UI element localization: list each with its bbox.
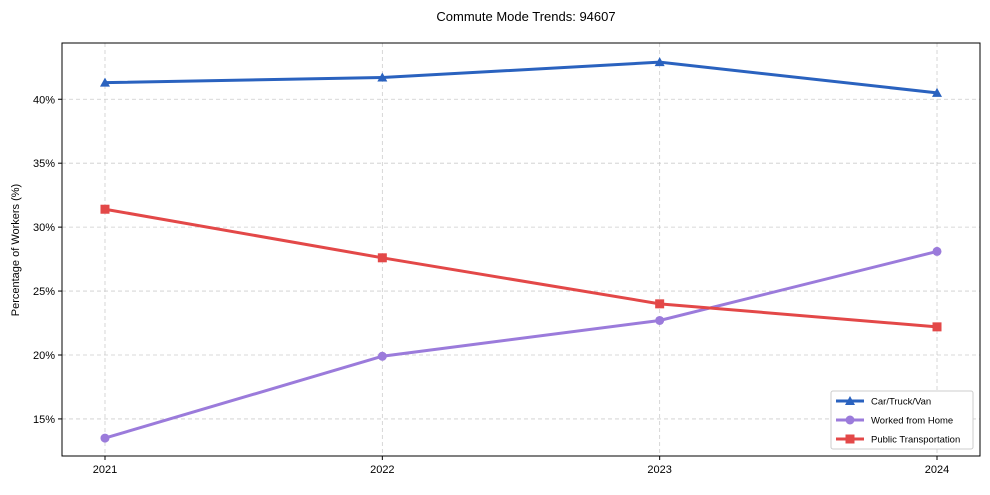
y-tick-label: 20% [33, 350, 55, 362]
series-line-car-truck-van [104, 60, 938, 95]
y-tick-label: 40% [33, 94, 55, 106]
data-point-public-transportation [377, 253, 387, 263]
x-tick-label: 2022 [370, 464, 394, 476]
legend-marker [845, 396, 855, 405]
series-line-worked-from-home [104, 249, 938, 440]
data-point-public-transportation [655, 299, 665, 309]
series-line-public-transportation [104, 207, 938, 329]
legend-marker [845, 415, 855, 425]
plot-frame [61, 42, 981, 457]
data-point-public-transportation [100, 204, 110, 214]
x-tick-label: 2023 [647, 464, 671, 476]
y-tick-label: 15% [33, 414, 55, 426]
legend-box [830, 390, 974, 450]
y-tick-label: 35% [33, 158, 55, 170]
x-tick-label: 2021 [93, 464, 117, 476]
data-point-worked-from-home [100, 433, 110, 443]
y-tick-label: 30% [33, 222, 55, 234]
data-point-car-truck-van [99, 77, 110, 87]
legend: Car/Truck/Van Worked from Home Public Tran… [830, 390, 974, 450]
axis-ticks: 2021 2022 2023 2024 15% 20% 25% 30% 35% 40% [33, 94, 949, 476]
x-tick-label: 2024 [925, 464, 949, 476]
legend-label: Car/Truck/Van [871, 397, 931, 408]
data-point-worked-from-home [377, 351, 387, 361]
data-point-public-transportation [932, 322, 942, 332]
chart-title: Commute Mode Trends: 94607 [436, 9, 615, 24]
data-point-worked-from-home [932, 246, 942, 256]
data-point-worked-from-home [655, 315, 665, 325]
legend-marker [845, 434, 855, 444]
data-point-car-truck-van [377, 72, 388, 82]
y-axis-label: Percentage of Workers (%) [10, 184, 22, 316]
data-point-car-truck-van [932, 87, 943, 97]
legend-label: Public Transportation [871, 435, 960, 446]
legend-label: Worked from Home [871, 416, 953, 427]
y-tick-label: 25% [33, 286, 55, 298]
series-lines [99, 57, 943, 443]
data-point-car-truck-van [654, 57, 665, 67]
